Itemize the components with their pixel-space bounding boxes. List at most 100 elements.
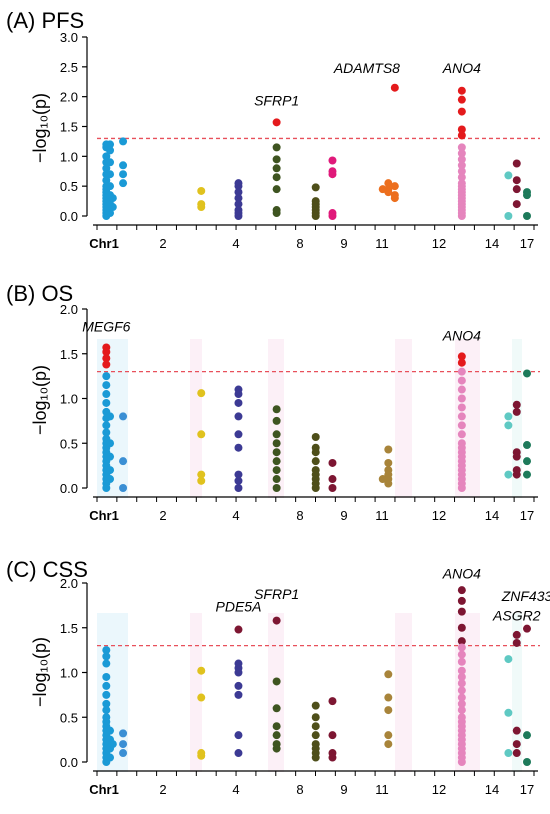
x-tick-label: 2 [159,236,166,251]
data-point [119,729,128,738]
data-point [102,681,111,690]
y-tick-label: 2.5 [60,60,78,75]
data-point [102,360,111,369]
data-point [102,484,111,492]
data-point [106,753,115,762]
x-tick-label: 2 [159,782,166,797]
data-point [272,185,281,194]
data-point [197,389,206,398]
y-tick-label: 1.0 [60,666,78,681]
x-tick-label: 14 [485,236,499,251]
data-point [457,394,466,403]
y-tick-label: 0.0 [60,755,78,770]
x-tick-label: 14 [485,782,499,797]
data-point [119,484,128,492]
data-point [119,412,128,421]
x-tick-label: Chr1 [89,782,119,797]
data-point [102,164,111,173]
data-point [457,679,466,688]
data-point [234,194,243,203]
data-point [457,596,466,605]
data-point [457,686,466,695]
data-point [272,439,281,448]
data-point [272,155,281,164]
data-point [234,668,243,677]
data-point [311,212,320,220]
data-point [384,479,393,488]
data-point [457,143,466,152]
y-tick-label: 0.0 [60,209,78,224]
data-point [328,156,337,165]
x-tick-label: 2 [159,508,166,523]
data-point [457,125,466,134]
data-point [106,475,115,484]
data-point [102,672,111,681]
y-tick-label: 0.5 [60,436,78,451]
data-point [328,697,337,706]
data-point [378,185,387,194]
data-point [457,131,466,140]
data-point [384,445,393,454]
panel-title: (A) PFS [6,8,84,33]
data-point [108,194,117,203]
data-point [234,470,243,479]
data-point [311,722,320,731]
data-point [234,212,243,220]
data-point [272,744,281,753]
data-point [106,412,115,421]
data-point [457,167,466,176]
data-point [272,677,281,686]
data-point [328,475,337,484]
data-point [457,643,466,652]
data-point [102,354,111,363]
data-point [523,470,531,479]
data-point [197,203,206,212]
data-point [106,170,115,179]
data-point [234,182,243,191]
data-point [272,704,281,713]
gene-label: ANO4 [442,327,481,343]
data-point [504,412,513,421]
x-tick-label: 17 [520,508,534,523]
data-point [512,726,521,735]
data-point [272,405,281,414]
x-tick-label: 9 [340,508,347,523]
data-point [234,681,243,690]
data-point [328,458,337,467]
data-point [457,699,466,708]
data-point [457,672,466,681]
y-tick-label: 1.0 [60,149,78,164]
gene-label: SFRP1 [254,586,299,602]
data-point [512,638,521,647]
data-point [106,452,115,461]
x-tick-label: 17 [520,782,534,797]
y-axis-label: −log₁₀(p) [30,637,50,707]
data-point [102,652,111,661]
data-point [457,586,466,595]
data-point [272,430,281,439]
x-tick-label: Chr1 [89,508,119,523]
data-point [106,209,115,218]
y-tick-label: 1.5 [60,347,78,362]
data-point [390,194,399,203]
x-tick-label: 14 [485,508,499,523]
data-point [457,623,466,632]
data-point [457,666,466,675]
data-point [523,441,531,450]
data-point [234,690,243,699]
data-point [234,200,243,209]
data-point [457,155,466,164]
data-point [102,381,111,390]
data-point [328,753,337,762]
gene-label: ZNF433 [501,588,550,604]
data-point [512,400,521,409]
data-point [272,209,281,218]
data-point [457,107,466,116]
data-point [197,751,206,760]
gene-label: PDE5A [216,599,262,615]
shade-band [395,339,412,498]
y-tick-label: 2.0 [60,90,78,105]
data-point [106,466,115,475]
y-tick-label: 0.5 [60,710,78,725]
x-tick-label: 11 [375,236,389,251]
